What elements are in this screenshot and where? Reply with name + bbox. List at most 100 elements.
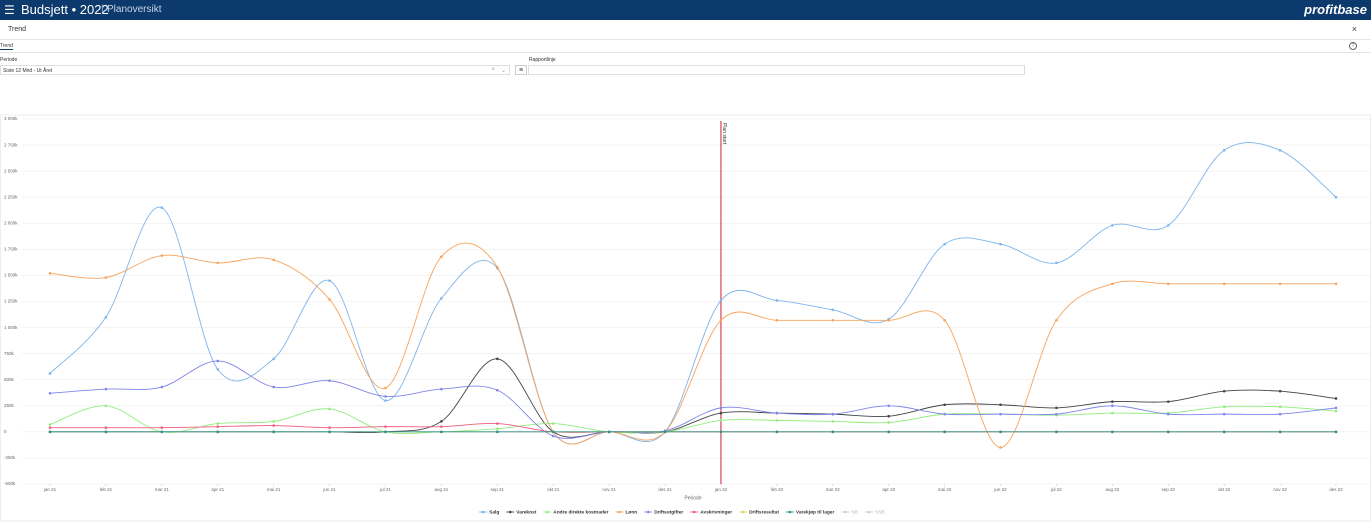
- legend-item[interactable]: SB: [841, 509, 859, 515]
- data-point: [48, 430, 52, 434]
- legend-label: Avskrivninger: [700, 509, 732, 515]
- list-button[interactable]: ≡: [515, 65, 527, 75]
- menu-icon[interactable]: ☰: [4, 3, 15, 17]
- x-tick-label: mai 22: [938, 487, 952, 492]
- y-tick-label: 1 000k: [4, 325, 18, 330]
- chart-border: [0, 114, 1371, 522]
- data-point: [384, 399, 387, 402]
- data-point: [272, 420, 275, 423]
- data-point: [943, 242, 946, 246]
- legend-label: Varekost: [516, 509, 536, 515]
- data-point: [1222, 148, 1226, 152]
- data-point: [496, 427, 499, 431]
- data-point: [440, 387, 443, 391]
- plan-start-label: Plan start: [721, 123, 727, 145]
- legend-item[interactable]: Salg: [479, 509, 499, 515]
- data-point: [999, 446, 1002, 449]
- legend-item[interactable]: Driftsutgifter: [644, 509, 683, 515]
- data-point: [1334, 195, 1338, 199]
- y-tick-label: 3 000k: [4, 116, 18, 121]
- legend-label: Salg: [489, 509, 499, 515]
- x-tick-label: nov 22: [1273, 487, 1287, 492]
- legend-item[interactable]: Varekjøp til lager: [785, 509, 835, 515]
- series-line: [49, 405, 1337, 435]
- legend-item[interactable]: Avskrivninger: [690, 509, 732, 515]
- legend-item[interactable]: Driftsresultat: [739, 509, 779, 515]
- data-point: [719, 406, 723, 410]
- divider: [0, 39, 1371, 40]
- data-point: [1222, 389, 1226, 393]
- close-button[interactable]: ×: [1351, 24, 1357, 34]
- clear-icon[interactable]: ×: [491, 67, 495, 73]
- data-point: [384, 386, 387, 390]
- data-point: [272, 385, 275, 389]
- legend-item[interactable]: SSB: [865, 509, 885, 515]
- y-tick-label: 2 250k: [4, 194, 18, 199]
- divider: [0, 52, 1371, 53]
- data-point: [1055, 318, 1058, 322]
- period-select[interactable]: Siste 12 Mnd - Ut Året × ⌄: [0, 65, 510, 75]
- data-point: [328, 379, 331, 383]
- data-point: [943, 403, 946, 407]
- x-tick-label: sep 21: [491, 487, 505, 492]
- data-point: [104, 276, 108, 279]
- data-point: [1166, 282, 1170, 286]
- data-point: [272, 357, 275, 361]
- data-point: [216, 430, 220, 434]
- y-tick-label: 2 750k: [4, 142, 18, 147]
- chevron[interactable]: ⌄: [500, 68, 506, 74]
- data-point: [496, 265, 499, 269]
- x-tick-label: jan 21: [43, 487, 57, 492]
- data-point: [607, 430, 611, 434]
- help-icon[interactable]: ?: [1349, 42, 1357, 50]
- data-point: [1222, 405, 1226, 409]
- legend-label: Driftsresultat: [749, 509, 779, 515]
- data-point: [160, 426, 164, 429]
- series-line: [49, 242, 1336, 448]
- data-point: [1055, 430, 1058, 434]
- legend-item[interactable]: Andre direkte kostnader: [543, 509, 609, 515]
- data-point: [160, 206, 164, 209]
- data-point: [48, 423, 52, 426]
- data-point: [1166, 224, 1170, 227]
- period-label: Periode: [0, 57, 18, 63]
- data-point: [719, 419, 723, 422]
- data-point: [775, 411, 779, 415]
- data-point: [887, 318, 890, 322]
- data-point: [1055, 261, 1058, 265]
- data-point: [719, 430, 723, 434]
- logo: profitbase: [1304, 2, 1367, 17]
- data-point: [719, 318, 723, 322]
- legend-item[interactable]: Varekost: [506, 509, 537, 515]
- data-point: [551, 434, 555, 438]
- x-tick-label: jul 22: [1050, 487, 1062, 492]
- data-point: [1222, 412, 1226, 416]
- data-point: [440, 430, 443, 434]
- chart: -500k -250k 0 250k 500k 750k 1 000k 1 250k 1 500…: [0, 114, 1371, 522]
- x-tick-label: des 22: [1329, 487, 1343, 492]
- legend-marker: [867, 510, 871, 514]
- data-point: [1166, 430, 1170, 434]
- data-point: [216, 425, 220, 428]
- y-tick-label: -250k: [4, 455, 16, 460]
- data-point: [104, 426, 108, 429]
- y-tick-label: 0: [4, 429, 7, 434]
- legend-marker: [545, 510, 549, 514]
- data-point: [775, 318, 779, 322]
- x-axis-title: Periode: [684, 495, 701, 501]
- data-point: [384, 425, 387, 428]
- report-input[interactable]: [528, 65, 1025, 75]
- data-point: [160, 430, 164, 434]
- data-point: [943, 430, 946, 434]
- data-point: [775, 419, 779, 422]
- x-tick-label: mar 21: [155, 487, 170, 492]
- data-point: [440, 255, 443, 258]
- x-tick-label: des 21: [658, 487, 672, 492]
- data-point: [719, 411, 723, 415]
- data-point: [104, 404, 108, 408]
- data-point: [440, 425, 443, 428]
- legend-item[interactable]: Lønn: [615, 509, 637, 515]
- tab[interactable]: Trend: [0, 43, 13, 50]
- x-tick-label: jan 22: [714, 487, 728, 492]
- legend-marker: [646, 510, 650, 514]
